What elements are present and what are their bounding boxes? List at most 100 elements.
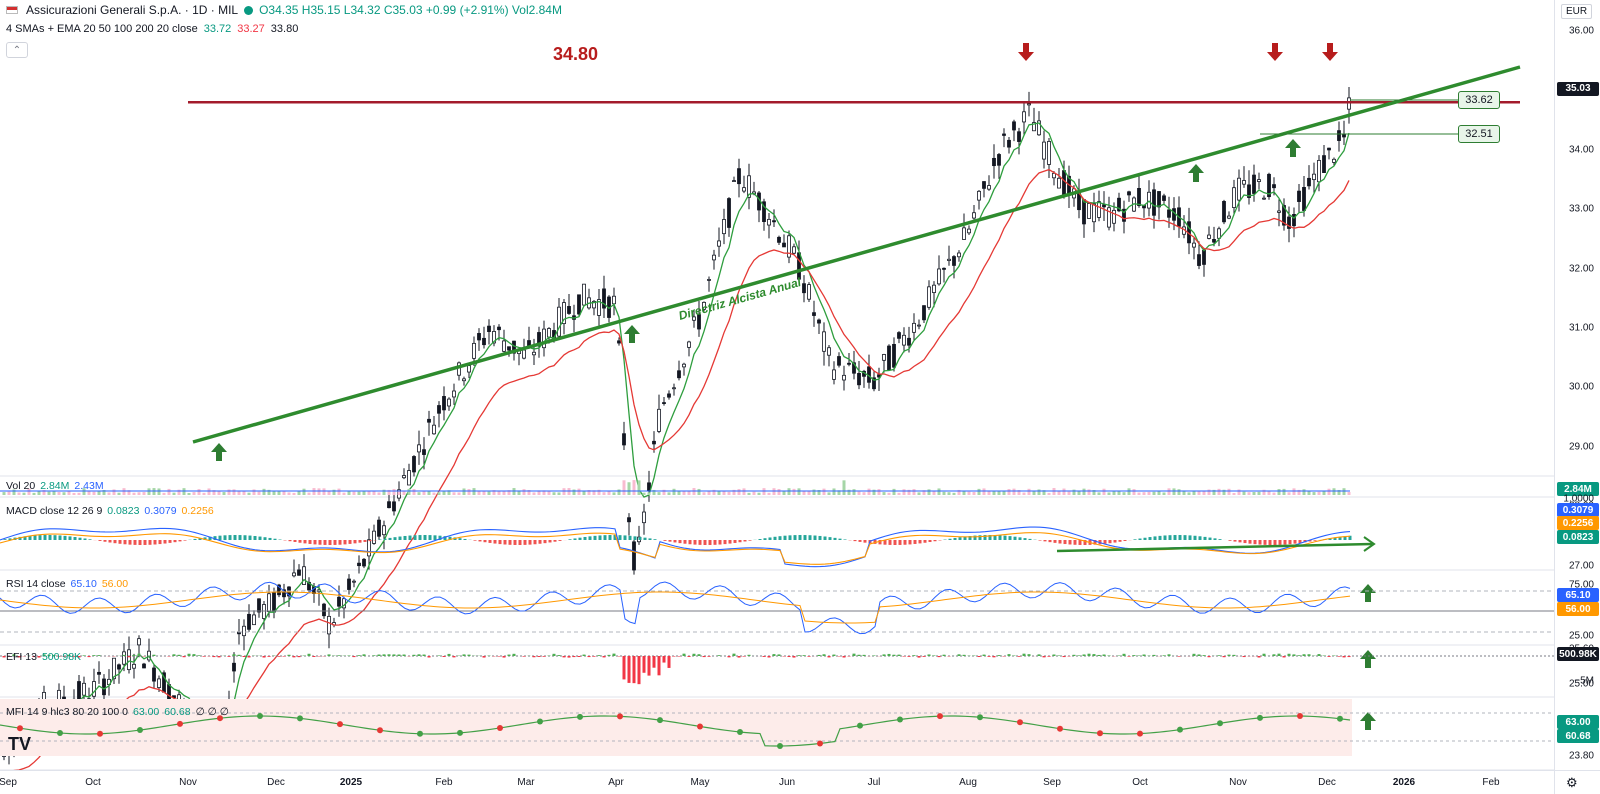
price-axis[interactable]: EUR 36.0035.0034.0033.0032.0031.0030.002… bbox=[1554, 0, 1600, 770]
volume-bar bbox=[787, 488, 791, 495]
macd-hist-bar bbox=[638, 536, 642, 540]
mfi-extra-values: ∅ ∅ ∅ bbox=[195, 706, 229, 718]
efi-bar bbox=[417, 654, 421, 656]
efi-bar bbox=[1287, 653, 1291, 656]
macd-hist-bar bbox=[288, 540, 292, 542]
volume-bar bbox=[797, 488, 801, 495]
efi-bar bbox=[12, 654, 16, 656]
volume-bar bbox=[247, 492, 251, 495]
candle-body bbox=[292, 572, 296, 577]
collapse-legend-button[interactable]: ⌃ bbox=[6, 42, 28, 58]
efi-bar bbox=[327, 654, 331, 656]
macd-hist-bar bbox=[58, 535, 62, 540]
macd-hist-bar bbox=[533, 540, 537, 545]
volume-bar bbox=[857, 491, 861, 495]
macd-hist-bar bbox=[773, 536, 777, 540]
macd-hist-bar bbox=[1253, 540, 1257, 545]
volume-bar bbox=[1227, 488, 1231, 495]
efi-bar bbox=[347, 655, 351, 656]
volume-bar bbox=[377, 492, 381, 495]
efi-bar bbox=[1042, 656, 1046, 658]
tradingview-logo[interactable]: TV bbox=[8, 734, 32, 754]
settings-gear-icon[interactable]: ⚙ bbox=[1566, 775, 1578, 790]
indicator-legend[interactable]: 4 SMAs + EMA 20 50 100 200 20 close 33.7… bbox=[6, 23, 298, 35]
volume-bar bbox=[602, 492, 606, 495]
efi-bar bbox=[247, 656, 251, 658]
level-box-2[interactable]: 32.51 bbox=[1458, 125, 1500, 143]
efi-bar bbox=[607, 654, 611, 656]
efi-bar bbox=[862, 654, 866, 656]
efi-bar bbox=[1222, 656, 1226, 658]
macd-hist-bar bbox=[558, 540, 562, 541]
macd-hist-bar bbox=[1298, 540, 1302, 544]
candle-body bbox=[1247, 184, 1251, 198]
price-tick: 23.80 bbox=[1568, 750, 1594, 762]
volume-legend: Vol 20 2.84M 2.43M bbox=[6, 480, 104, 492]
arrow-up-icon bbox=[624, 325, 640, 343]
volume-bar bbox=[1157, 491, 1161, 495]
candle-body bbox=[167, 684, 171, 701]
ohlc-values: O34.35 H35.15 L34.32 C35.03 +0.99 (+2.91… bbox=[259, 3, 562, 17]
macd-hist-bar bbox=[543, 540, 547, 544]
candle-body bbox=[782, 242, 786, 248]
mfi-dot bbox=[737, 728, 743, 735]
macd-hist-bar bbox=[913, 540, 917, 544]
macd-hist-bar bbox=[823, 536, 827, 540]
candle-body bbox=[347, 578, 351, 590]
efi-bar bbox=[1207, 656, 1211, 658]
volume-bar bbox=[912, 489, 916, 495]
candle-body bbox=[1202, 249, 1206, 265]
macd-hist-bar bbox=[433, 535, 437, 540]
efi-bar bbox=[637, 656, 641, 685]
mfi-dot bbox=[57, 729, 63, 736]
macd-hist-bar bbox=[243, 535, 247, 540]
efi-bar bbox=[1262, 653, 1266, 656]
volume-bar bbox=[682, 490, 686, 495]
chart-area[interactable]: Directriz Alcista Anual Assicurazioni Ge… bbox=[0, 0, 1554, 770]
macd-hist-bar bbox=[1178, 535, 1182, 540]
candle-body bbox=[927, 286, 931, 308]
candle-body bbox=[577, 294, 581, 315]
efi-bar bbox=[692, 653, 696, 656]
candle-body bbox=[1192, 242, 1196, 248]
volume-bar bbox=[607, 491, 611, 495]
macd-hist-bar bbox=[1038, 540, 1042, 541]
efi-bar bbox=[977, 656, 981, 658]
volume-bar bbox=[102, 489, 106, 495]
symbol-title[interactable]: Assicurazioni Generali S.p.A. · 1D · MIL bbox=[26, 3, 239, 17]
candle-body bbox=[337, 596, 341, 607]
rsi-tick-25: 25.00 bbox=[1568, 630, 1594, 642]
volume-bar bbox=[1252, 492, 1256, 495]
macd-hist-bar bbox=[993, 535, 997, 540]
candle-body bbox=[1042, 141, 1046, 160]
candle-body bbox=[277, 584, 281, 596]
volume-bar bbox=[412, 488, 416, 495]
efi-bar bbox=[377, 654, 381, 656]
volume-bar bbox=[1257, 491, 1261, 495]
time-tick: Sep bbox=[0, 777, 17, 788]
macd-hist-bar bbox=[788, 535, 792, 540]
macd-hist-bar bbox=[748, 540, 752, 541]
volume-bar bbox=[837, 490, 841, 495]
efi-bar bbox=[1292, 654, 1296, 656]
level-box-1[interactable]: 33.62 bbox=[1458, 91, 1500, 109]
macd-hist-bar bbox=[268, 537, 272, 540]
volume-bar bbox=[907, 489, 911, 495]
volume-bar bbox=[1082, 488, 1086, 495]
efi-bar bbox=[422, 654, 426, 656]
candle-body bbox=[922, 305, 926, 321]
mfi-dot bbox=[1337, 715, 1343, 722]
volume-bar bbox=[457, 492, 461, 495]
candle-body bbox=[787, 235, 791, 258]
chart-canvas[interactable]: Directriz Alcista Anual bbox=[0, 0, 1554, 770]
efi-bar bbox=[1327, 656, 1331, 657]
time-axis[interactable]: Sep Oct Nov Dec 2025 Feb Mar Apr May Jun Jul Aug Sep… bbox=[0, 770, 1554, 794]
volume-bar bbox=[222, 492, 226, 495]
volume-bar bbox=[1012, 488, 1016, 495]
currency-selector[interactable]: EUR bbox=[1561, 4, 1593, 19]
macd-hist-bar bbox=[353, 540, 357, 544]
efi-bar bbox=[582, 654, 586, 656]
candle-body bbox=[1112, 209, 1116, 224]
volume-bar bbox=[1167, 488, 1171, 495]
candle-body bbox=[1147, 191, 1151, 209]
